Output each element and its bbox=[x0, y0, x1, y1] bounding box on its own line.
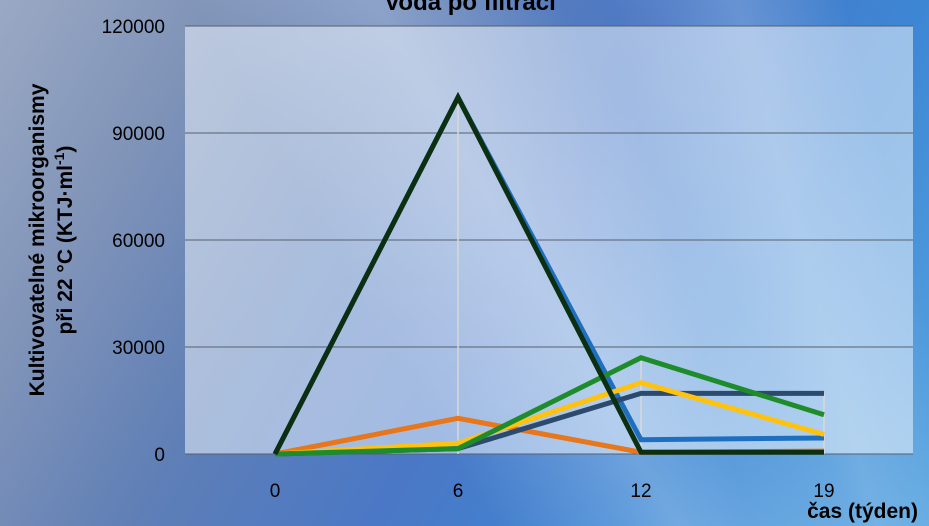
y-axis-title-line2: při 22 °C (KTJ·ml-1) bbox=[51, 146, 77, 335]
x-tick-label: 12 bbox=[630, 481, 651, 502]
x-tick-label: 0 bbox=[270, 481, 281, 502]
chart-title: Voda po filtraci bbox=[384, 0, 556, 16]
y-axis-title: Kultivovatelné mikroorganismy při 22 °C … bbox=[26, 83, 77, 396]
y-tick-labels: 0 30000 60000 90000 120000 bbox=[102, 17, 165, 466]
series-lines bbox=[272, 91, 825, 457]
series-line-6 bbox=[272, 91, 824, 456]
y-tick-label: 60000 bbox=[112, 231, 165, 252]
y-tick-label: 120000 bbox=[102, 17, 165, 38]
y-tick-label: 90000 bbox=[112, 124, 165, 145]
y-axis-title-sup: -1 bbox=[51, 152, 67, 165]
y-axis-title-line2-suffix: ) bbox=[54, 146, 77, 153]
series-line-4 bbox=[274, 380, 825, 457]
x-tick-label: 6 bbox=[453, 481, 464, 502]
y-axis-title-line2-prefix: při 22 °C (KTJ·ml bbox=[54, 165, 77, 334]
y-tick-label: 30000 bbox=[112, 338, 165, 359]
y-axis-title-line1: Kultivovatelné mikroorganismy bbox=[26, 83, 49, 396]
y-tick-label: 0 bbox=[154, 445, 165, 466]
x-tick-labels: 0 6 12 19 bbox=[270, 481, 835, 502]
x-tick-label: 19 bbox=[813, 481, 834, 502]
series-line-5 bbox=[274, 355, 825, 457]
x-axis-title: čas (týden) bbox=[807, 500, 918, 523]
